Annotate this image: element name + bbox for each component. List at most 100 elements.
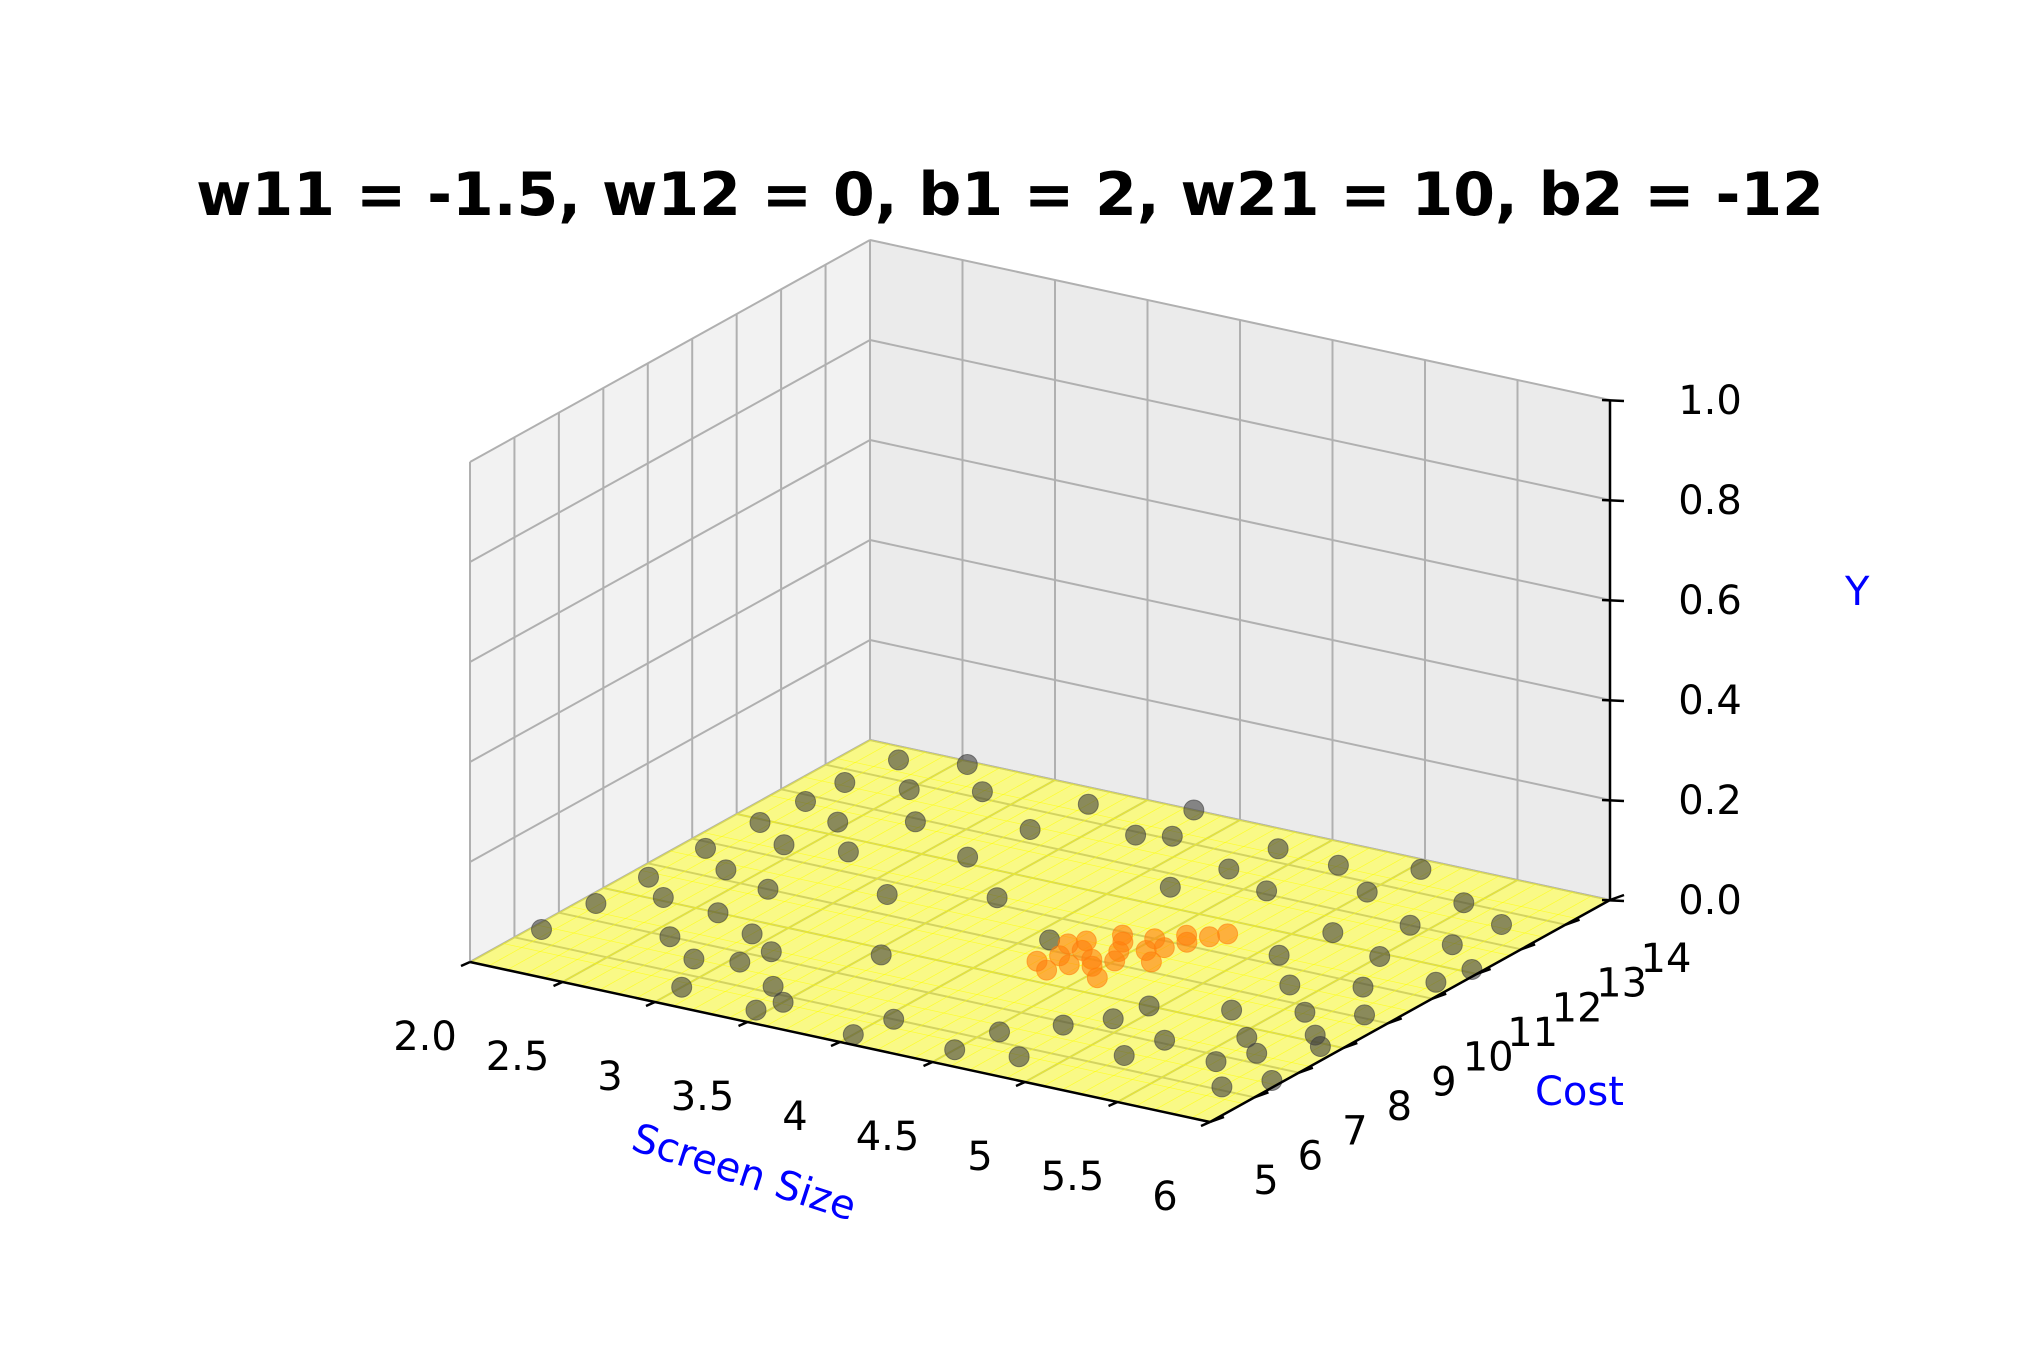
surface-patch <box>1316 972 1371 996</box>
data-point-orange <box>1199 926 1220 948</box>
surface-patch <box>854 743 908 767</box>
surface-patch <box>783 882 838 906</box>
x-axis-label: Screen Size <box>626 1115 861 1231</box>
data-point <box>749 812 771 833</box>
data-point <box>1352 976 1374 998</box>
surface-patch <box>861 796 916 820</box>
data-point <box>1425 971 1447 993</box>
tick-labels: 2.0 2.5 3 3.5 4 4.5 5 5.5 6 5678910111213140.00.2… <box>393 378 1742 1220</box>
surface-patch <box>802 886 856 910</box>
z-tick-label: 0.4 <box>1678 678 1742 724</box>
surface-patch <box>854 872 908 896</box>
data-point <box>585 893 607 914</box>
surface-patch <box>828 815 882 839</box>
surface-patch <box>1057 1044 1112 1068</box>
surface-patch <box>1187 815 1241 839</box>
surface-patch <box>654 854 708 878</box>
data-point <box>1159 876 1181 898</box>
y-tick <box>1209 1115 1225 1124</box>
surface-patch <box>769 776 823 800</box>
surface-patch <box>1205 819 1260 843</box>
surface-patch <box>1002 904 1056 928</box>
surface-patch <box>883 827 938 851</box>
surface-patch <box>920 963 975 987</box>
surface-patch <box>609 922 664 946</box>
surface-patch <box>1179 1019 1234 1043</box>
surface-patch <box>1127 905 1182 929</box>
surface-patch <box>1346 927 1400 951</box>
surface-patch <box>998 1006 1052 1030</box>
grid-line <box>869 539 1611 701</box>
surface-patch <box>1002 775 1056 799</box>
surface-patch <box>1468 902 1523 926</box>
data-point <box>1322 922 1344 944</box>
y-tick <box>1387 1017 1403 1025</box>
surface-patch <box>1172 966 1226 990</box>
surface-patch <box>968 922 1023 946</box>
surface-patch <box>868 978 923 1002</box>
surface-patch <box>961 869 1016 893</box>
data-point-orange <box>1104 950 1126 972</box>
surface-patch <box>1383 935 1437 959</box>
y-axis-line <box>1209 898 1611 1124</box>
data-point <box>795 791 816 812</box>
surface-patch <box>1342 900 1397 924</box>
surface-patch <box>1050 991 1104 1015</box>
data-point <box>1279 974 1301 996</box>
surface-patch <box>705 968 760 992</box>
surface-patch <box>917 808 971 832</box>
grid-line <box>869 639 1611 801</box>
y-tick <box>1298 1066 1314 1074</box>
surface-patch <box>817 864 871 888</box>
data-point-orange <box>1058 954 1080 976</box>
surface-patch <box>1231 1005 1286 1029</box>
y-tick-label: 14 <box>1641 936 1692 982</box>
surface-patch <box>794 833 849 857</box>
surface-patch <box>1320 870 1375 894</box>
data-point <box>683 948 705 970</box>
surface-patch <box>924 990 978 1014</box>
surface-patch <box>1168 1068 1223 1092</box>
data-point <box>1410 858 1432 880</box>
grid-line <box>869 339 1611 501</box>
data-point <box>1354 1004 1375 1026</box>
surface-patch <box>669 832 723 856</box>
surface-patch <box>898 933 953 957</box>
surface-patch <box>887 982 941 1006</box>
data-point-orange <box>1112 924 1133 946</box>
surface-patch <box>539 932 594 956</box>
surface-patch <box>939 967 993 991</box>
surface-patch <box>935 812 990 836</box>
z-tick <box>1601 798 1625 803</box>
surface-patch <box>1035 885 1090 909</box>
surface-patch <box>861 925 916 949</box>
surface-patch <box>1105 875 1160 899</box>
z-tick-label: 0.0 <box>1678 878 1742 924</box>
y-tick-label: 13 <box>1596 961 1647 1007</box>
surface-patch <box>1112 1056 1167 1080</box>
surface-patch <box>976 847 1030 871</box>
surface-patch <box>1090 1026 1145 1050</box>
data-point <box>1019 819 1041 840</box>
grid-line <box>780 788 1522 951</box>
surface-patch <box>1301 994 1356 1018</box>
x-tick <box>1107 1100 1119 1108</box>
surface-patch <box>798 860 853 884</box>
surface-patch <box>1261 960 1315 984</box>
x-tick-label: 4.5 <box>856 1114 920 1160</box>
surface-patch <box>927 1016 982 1040</box>
data-point-orange <box>1217 923 1239 945</box>
data-point <box>837 841 859 863</box>
data-point <box>1218 858 1240 880</box>
y-tick-label: 12 <box>1552 985 1603 1031</box>
data-point-orange <box>1075 930 1097 952</box>
surface-patch <box>916 937 971 961</box>
data-point-orange <box>1086 967 1108 989</box>
surface-patch <box>750 901 805 925</box>
grid-line <box>839 819 1241 1043</box>
surface-patch <box>1087 871 1141 895</box>
surface-patch <box>1083 844 1138 868</box>
surface-patch <box>1386 961 1441 985</box>
surface-patch <box>776 958 830 982</box>
surface-patch <box>1042 810 1097 834</box>
